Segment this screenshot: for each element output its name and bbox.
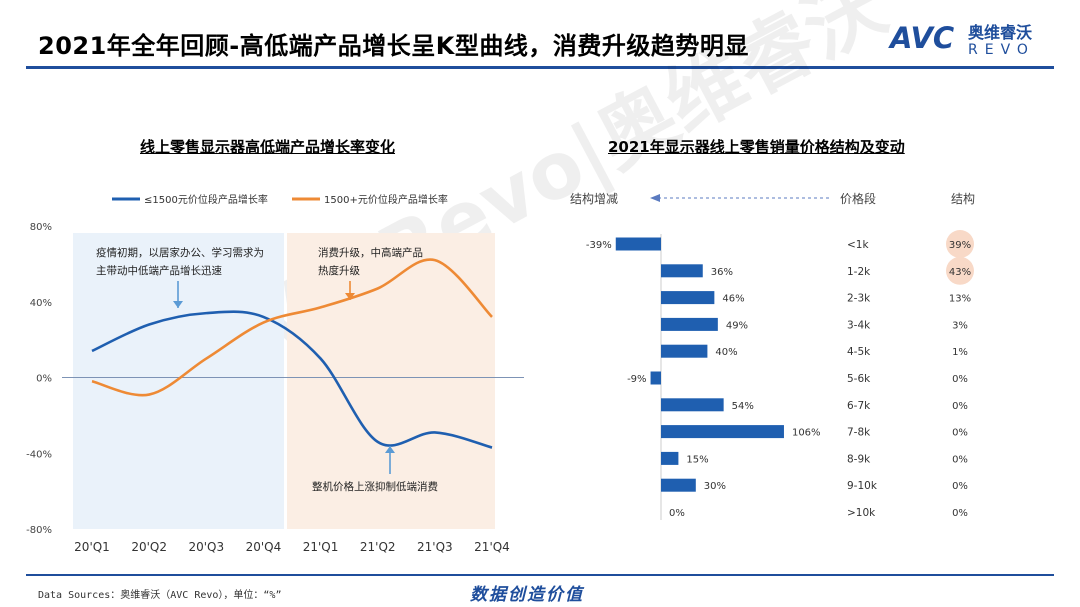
x-tick-label: 20'Q1 xyxy=(74,540,110,554)
logo-cn-text: 奥维睿沃 xyxy=(968,23,1032,42)
header-change: 结构增减 xyxy=(570,191,618,206)
arrow-left-icon xyxy=(650,194,660,202)
footer-divider xyxy=(26,574,1054,576)
bar xyxy=(661,398,724,412)
bar-value-label: 40% xyxy=(715,347,737,358)
share-label: 13% xyxy=(949,294,971,305)
share-label: 1% xyxy=(952,347,968,358)
bar xyxy=(661,425,784,439)
bar xyxy=(661,451,679,465)
share-label: 39% xyxy=(949,240,971,251)
bar-value-label: 15% xyxy=(686,454,708,465)
bar xyxy=(615,237,661,251)
bar xyxy=(661,478,696,492)
y-tick-label: 80% xyxy=(30,222,52,233)
arrow-up-icon xyxy=(385,446,395,474)
price-segment-label: 5-6k xyxy=(847,373,871,385)
avc-revo-logo: AVC 奥维睿沃 REVO xyxy=(888,18,1058,58)
price-segment-label: 1-2k xyxy=(847,266,871,278)
legend-label-low: ≤1500元价位段产品增长率 xyxy=(144,193,268,206)
y-tick-label: -40% xyxy=(26,449,52,460)
share-label: 3% xyxy=(952,320,968,331)
y-tick-label: 0% xyxy=(36,374,52,385)
bar-value-label: 54% xyxy=(732,401,754,412)
bar xyxy=(661,264,703,278)
bar-value-label: -39% xyxy=(586,240,612,251)
share-label: 0% xyxy=(952,481,968,492)
arrow-up-icon-head xyxy=(385,446,395,453)
bar-value-label: 106% xyxy=(792,428,821,439)
price-segment-label: 4-5k xyxy=(847,346,871,358)
arrow-down-icon-head xyxy=(173,301,183,308)
x-tick-label: 20'Q2 xyxy=(131,540,167,554)
series-line-high xyxy=(91,258,493,397)
bar-value-label: 46% xyxy=(722,294,744,305)
y-tick-label: 40% xyxy=(30,298,52,309)
header-segment: 价格段 xyxy=(840,191,876,206)
annotation-price-rise: 整机价格上涨抑制低端消费 xyxy=(312,480,438,493)
annotation-consumption-upgrade: 消费升级，中高端产品 xyxy=(318,246,423,259)
footer-slogan: 数据创造价值 xyxy=(470,585,584,605)
legend-label-high: 1500+元价位段产品增长率 xyxy=(324,193,448,206)
header-share: 结构 xyxy=(951,191,975,206)
price-segment-label: 2-3k xyxy=(847,293,871,305)
arrow-down-icon xyxy=(345,281,355,300)
share-label: 0% xyxy=(952,508,968,519)
price-segment-label: 7-8k xyxy=(847,427,871,439)
share-highlight xyxy=(946,230,974,258)
price-segment-label: 6-7k xyxy=(847,400,871,412)
y-tick-label: -80% xyxy=(26,525,52,536)
logo-en-text: REVO xyxy=(968,42,1035,58)
share-label: 43% xyxy=(949,267,971,278)
arrow-down-icon xyxy=(173,281,183,308)
share-label: 0% xyxy=(952,428,968,439)
footer-source: Data Sources：奥维睿沃（AVC Revo），单位：“%” xyxy=(38,590,282,601)
shaded-region-low-demand xyxy=(73,233,284,529)
x-tick-label: 21'Q2 xyxy=(360,540,396,554)
price-segment-label: <1k xyxy=(847,239,869,251)
x-tick-label: 21'Q3 xyxy=(417,540,453,554)
annotation-early-pandemic: 主带动中低端产品增长迅速 xyxy=(96,264,222,277)
arrow-down-icon-head xyxy=(345,293,355,300)
price-segment-label: >10k xyxy=(847,507,876,519)
bar xyxy=(661,317,718,331)
share-highlight xyxy=(946,256,974,285)
price-segment-label: 8-9k xyxy=(847,453,871,465)
bar-value-label: 0% xyxy=(669,508,685,519)
right-chart-title: 2021年显示器线上零售销量价格结构及变动 xyxy=(608,138,905,156)
shaded-region-upgrade xyxy=(287,233,495,529)
bar-value-label: 36% xyxy=(711,267,733,278)
left-chart-title: 线上零售显示器高低端产品增长率变化 xyxy=(140,138,396,156)
bar-chart: 结构增减 价格段 结构 -39% <1k 39% 36% 1-2k 43% 46% 2-3k 13% 4… xyxy=(570,191,975,520)
bar xyxy=(661,291,715,305)
bar-value-label: -9% xyxy=(627,374,646,385)
series-line-low xyxy=(91,310,493,449)
x-tick-label: 20'Q3 xyxy=(188,540,224,554)
price-segment-label: 9-10k xyxy=(847,480,878,492)
title-divider xyxy=(26,66,1054,69)
page-title: 2021年全年回顾-高低端产品增长呈K型曲线，消费升级趋势明显 xyxy=(38,32,749,60)
bar-value-label: 30% xyxy=(704,481,726,492)
bar-value-label: 49% xyxy=(726,320,748,331)
logo-avc-text: AVC xyxy=(888,21,954,55)
price-segment-label: 3-4k xyxy=(847,319,871,331)
annotation-consumption-upgrade: 热度升级 xyxy=(318,264,360,277)
annotation-early-pandemic: 疫情初期，以居家办公、学习需求为 xyxy=(96,246,264,259)
share-label: 0% xyxy=(952,401,968,412)
share-label: 0% xyxy=(952,454,968,465)
bar xyxy=(650,371,661,385)
x-tick-label: 21'Q1 xyxy=(303,540,339,554)
line-chart: 80% 40% 0% -40% -80% 20'Q1 20'Q2 20'Q3 20'Q4 21'Q… xyxy=(26,193,524,554)
x-tick-label: 20'Q4 xyxy=(246,540,282,554)
share-label: 0% xyxy=(952,374,968,385)
bar xyxy=(661,344,708,358)
x-tick-label: 21'Q4 xyxy=(474,540,510,554)
